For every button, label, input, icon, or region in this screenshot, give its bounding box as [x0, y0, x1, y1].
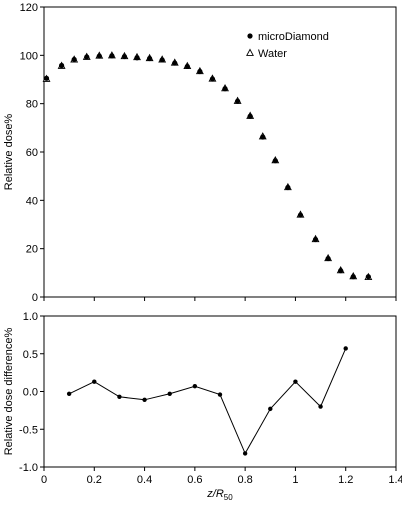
bottom-x-tick-label: 0.8 [237, 474, 252, 486]
bottom-y-axis-title: Relative dose difference% [3, 327, 15, 455]
microdiamond-point [84, 54, 90, 60]
microdiamond-point [109, 53, 115, 59]
difference-point [117, 394, 122, 399]
microdiamond-point [260, 134, 266, 140]
difference-point [192, 384, 198, 389]
microdiamond-point [59, 62, 65, 69]
top-y-tick-label: 0 [32, 292, 38, 304]
difference-point [242, 451, 248, 456]
difference-point [92, 379, 97, 384]
legend-microdiamond-marker [247, 33, 253, 39]
difference-point [318, 404, 323, 409]
top-y-tick-label: 60 [26, 147, 38, 159]
bottom-x-tick-label: 1 [292, 474, 298, 486]
bottom-plot-frame [43, 315, 397, 468]
bottom-y-tick-label: 1.0 [23, 311, 38, 323]
difference-point [217, 392, 223, 397]
bottom-x-tick-label: 0.4 [137, 474, 152, 486]
difference-line [68, 348, 347, 455]
microdiamond-point [43, 75, 50, 81]
bottom-x-tick-label: 0 [41, 474, 47, 486]
microdiamond-point [71, 56, 77, 63]
bottom-y-tick-label: 0.5 [23, 349, 38, 361]
microdiamond-point [184, 63, 190, 70]
microdiamond-point [285, 184, 291, 191]
bottom-x-tick-label: 1.2 [338, 474, 353, 486]
microdiamond-point [96, 53, 102, 59]
microdiamond-point [325, 255, 331, 262]
top-y-tick-label: 120 [20, 2, 38, 14]
bottom-y-tick-label: -1.0 [19, 462, 38, 474]
difference-point [293, 379, 298, 384]
top-panel: 0 20 40 60 80 100 120 Relative dose% microDiamon… [3, 2, 397, 304]
microdiamond-point [134, 55, 140, 61]
bottom-x-tick-label: 1.4 [388, 474, 402, 486]
top-y-tick-label: 80 [26, 99, 38, 111]
bottom-x-tick-label: 0.2 [87, 474, 102, 486]
bottom-x-tick-label: 0.6 [187, 474, 202, 486]
microdiamond-point [197, 68, 203, 75]
microdiamond-point [121, 53, 128, 60]
microdiamond-point [172, 60, 178, 66]
microdiamond-point [350, 274, 356, 280]
top-y-tick-label: 40 [26, 195, 38, 207]
microdiamond-point [297, 212, 304, 218]
top-y-axis-title: Relative dose% [3, 114, 15, 191]
bottom-panel: -1.0 -0.5 0.0 0.5 1.0 0 0.2 0.4 0.6 0.8 1 1.2 1.4 Rel… [3, 311, 402, 502]
microdiamond-point [312, 236, 319, 243]
bottom-y-tick-label: 0.0 [23, 387, 38, 399]
legend-water-label: Water [258, 48, 287, 60]
top-plot-frame [43, 6, 397, 298]
x-axis-title: z/R50 [206, 488, 233, 502]
microdiamond-point [159, 57, 165, 63]
difference-point [142, 397, 147, 403]
difference-point [343, 346, 348, 351]
microdiamond-point [222, 86, 228, 92]
difference-point [268, 406, 273, 412]
x-axis-title-subscript: 50 [224, 493, 233, 502]
difference-point [66, 391, 72, 396]
legend-microdiamond-label: microDiamond [258, 31, 329, 43]
bottom-y-tick-label: -0.5 [19, 424, 38, 436]
microdiamond-point [147, 55, 153, 62]
microdiamond-point [338, 268, 344, 274]
legend-water-marker [246, 48, 254, 56]
top-y-tick-label: 100 [20, 50, 38, 62]
microdiamond-point [247, 113, 253, 119]
x-axis-title-main: z/R [206, 488, 224, 500]
top-y-tick-label: 20 [26, 244, 38, 256]
microdiamond-point [365, 274, 371, 280]
microdiamond-point [209, 76, 216, 82]
difference-point [167, 391, 172, 396]
microdiamond-point [235, 98, 241, 104]
microdiamond-point [272, 158, 278, 164]
